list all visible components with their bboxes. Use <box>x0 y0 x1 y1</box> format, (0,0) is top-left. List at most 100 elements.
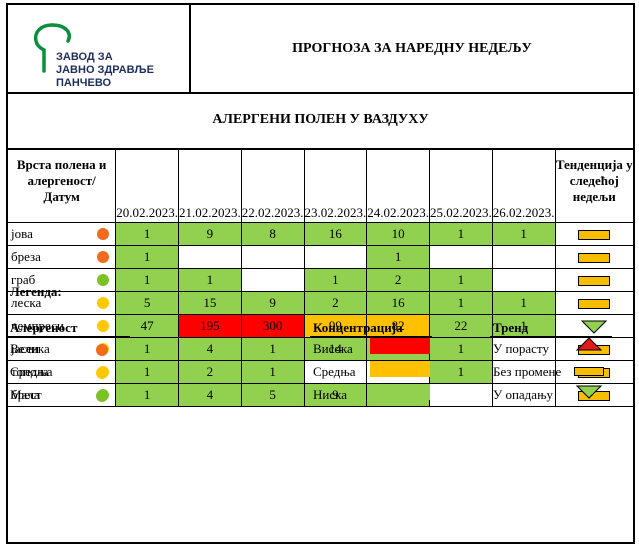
concentration-cell: 47 <box>115 314 180 338</box>
logo-line-2: ЈАВНО ЗДРАВЉЕ <box>56 64 154 76</box>
date-header-cell: 21.02.2023. <box>178 148 242 223</box>
concentration-value: 1 <box>143 364 151 379</box>
concentration-cell <box>240 268 305 292</box>
concentration-value: 1 <box>143 341 151 356</box>
concentration-cell <box>303 360 368 384</box>
date-label: 26.02.2023. <box>492 205 555 220</box>
legend-allergenicity-medium: Средња <box>10 364 53 379</box>
header-label-cell: Врста полена и алергеност/ Датум <box>8 148 117 223</box>
dot-low-icon <box>96 390 108 402</box>
concentration-cell: 300 <box>240 314 305 338</box>
table-row: чемпреси 47 195 300 99 82 22 1 <box>8 314 633 338</box>
legend-trend-underline <box>490 336 612 337</box>
concentration-value: 1 <box>143 226 151 241</box>
concentration-value: 1 <box>457 226 465 241</box>
concentration-value: 1 <box>394 249 402 264</box>
concentration-cell: 4 <box>178 337 242 361</box>
concentration-cell <box>491 268 556 292</box>
concentration-value: 1 <box>457 295 465 310</box>
pollen-name-cell: јова <box>8 222 117 246</box>
concentration-cell: 1 <box>115 337 180 361</box>
dot-high-icon <box>96 344 108 356</box>
triangle-down-icon <box>581 320 608 334</box>
concentration-value: 5 <box>143 295 151 310</box>
concentration-value: 16 <box>391 295 405 310</box>
concentration-cell: 5 <box>115 291 180 315</box>
concentration-cell: 4 <box>178 383 242 407</box>
concentration-cell <box>429 383 493 407</box>
bar-flat-icon <box>578 299 611 310</box>
concentration-value: 4 <box>206 387 214 402</box>
pollen-name: брест <box>11 387 42 402</box>
concentration-value: 5 <box>269 387 276 402</box>
concentration-cell: 14 <box>303 337 368 361</box>
pollen-name: јова <box>11 226 33 241</box>
legend-trend-flat: Без промене <box>493 364 562 379</box>
concentration-value: 1 <box>520 226 527 241</box>
concentration-value: 9 <box>332 387 339 402</box>
concentration-cell: 15 <box>178 291 242 315</box>
concentration-cell <box>178 245 242 269</box>
bar-flat-icon <box>578 276 611 287</box>
pollen-table: Врста полена и алергеност/ Датум 20.02.20… <box>8 148 633 407</box>
concentration-value: 4 <box>206 341 214 356</box>
date-label: 21.02.2023. <box>179 205 241 220</box>
concentration-cell: 1 <box>491 291 556 315</box>
forecast-sheet: ЗАВОД ЗА ЈАВНО ЗДРАВЉЕ ПАНЧЕВО ПРОГНОЗА … <box>6 3 635 544</box>
concentration-value: 1 <box>457 341 465 356</box>
institute-logo-icon <box>33 23 71 73</box>
bar-flat-icon <box>578 230 611 241</box>
legend-allergenicity-high: Велика <box>10 341 50 356</box>
allergenicity-dot-icon <box>97 251 110 263</box>
table-row: леска 5 15 9 2 16 1 1 <box>8 291 633 315</box>
column-label: Врста полена и алергеност/ Датум <box>16 157 107 204</box>
date-header-cell: 20.02.2023. <box>115 148 180 223</box>
concentration-value: 1 <box>457 364 465 379</box>
concentration-value: 1 <box>269 341 276 356</box>
table-row: граб 1 1 1 2 1 <box>8 268 633 292</box>
concentration-cell: 82 <box>366 314 431 338</box>
header-row: ЗАВОД ЗА ЈАВНО ЗДРАВЉЕ ПАНЧЕВО ПРОГНОЗА … <box>8 5 633 94</box>
concentration-cell: 2 <box>366 268 431 292</box>
pollen-name: граб <box>11 272 36 287</box>
concentration-cell: 1 <box>115 245 180 269</box>
date-label: 20.02.2023. <box>116 205 179 220</box>
allergenicity-dot-icon <box>97 320 110 332</box>
table-row: јова 1 9 8 16 10 1 1 <box>8 222 633 246</box>
logo-line-1: ЗАВОД ЗА <box>56 51 113 63</box>
trend-cell <box>554 291 633 315</box>
date-label: 22.02.2023. <box>241 205 304 220</box>
date-header-cell: 23.02.2023. <box>303 148 368 223</box>
concentration-cell: 1 <box>115 383 180 407</box>
concentration-value: 2 <box>394 272 402 287</box>
concentration-cell: 1 <box>115 360 180 384</box>
concentration-cell: 5 <box>240 383 305 407</box>
concentration-cell: 1 <box>429 268 493 292</box>
legend-allergenicity-title: Алергеност <box>10 320 78 335</box>
pollen-name: чемпреси <box>11 318 64 333</box>
pollen-name-cell: леска <box>8 291 117 315</box>
allergenicity-dot-icon <box>97 297 110 309</box>
legend-concentration-low: Ниска <box>313 387 348 402</box>
trend-cell <box>554 314 633 338</box>
swatch-high <box>370 338 430 354</box>
date-header-cell: 26.02.2023. <box>491 148 556 223</box>
triangle-up-icon <box>576 337 602 351</box>
dot-medium-icon <box>96 367 108 379</box>
concentration-value: 82 <box>391 318 405 333</box>
concentration-value: 1 <box>143 249 151 264</box>
concentration-cell: 1 <box>240 337 305 361</box>
table-row: бреза 1 1 <box>8 245 633 269</box>
concentration-value: 47 <box>140 318 154 333</box>
concentration-cell: 1 <box>429 337 493 361</box>
concentration-cell: 2 <box>303 291 368 315</box>
swatch-low <box>370 384 430 400</box>
legend-trend-up: У порасту <box>493 341 549 356</box>
trend-column-label: Тенденција у следећој недељи <box>555 157 633 204</box>
concentration-cell: 1 <box>115 222 180 246</box>
concentration-cell: 8 <box>240 222 305 246</box>
concentration-value: 8 <box>269 226 276 241</box>
concentration-value: 1 <box>143 272 151 287</box>
logo-text: ЗАВОД ЗА ЈАВНО ЗДРАВЉЕ ПАНЧЕВО <box>56 51 154 90</box>
pollen-name-cell: бреза <box>8 245 117 269</box>
